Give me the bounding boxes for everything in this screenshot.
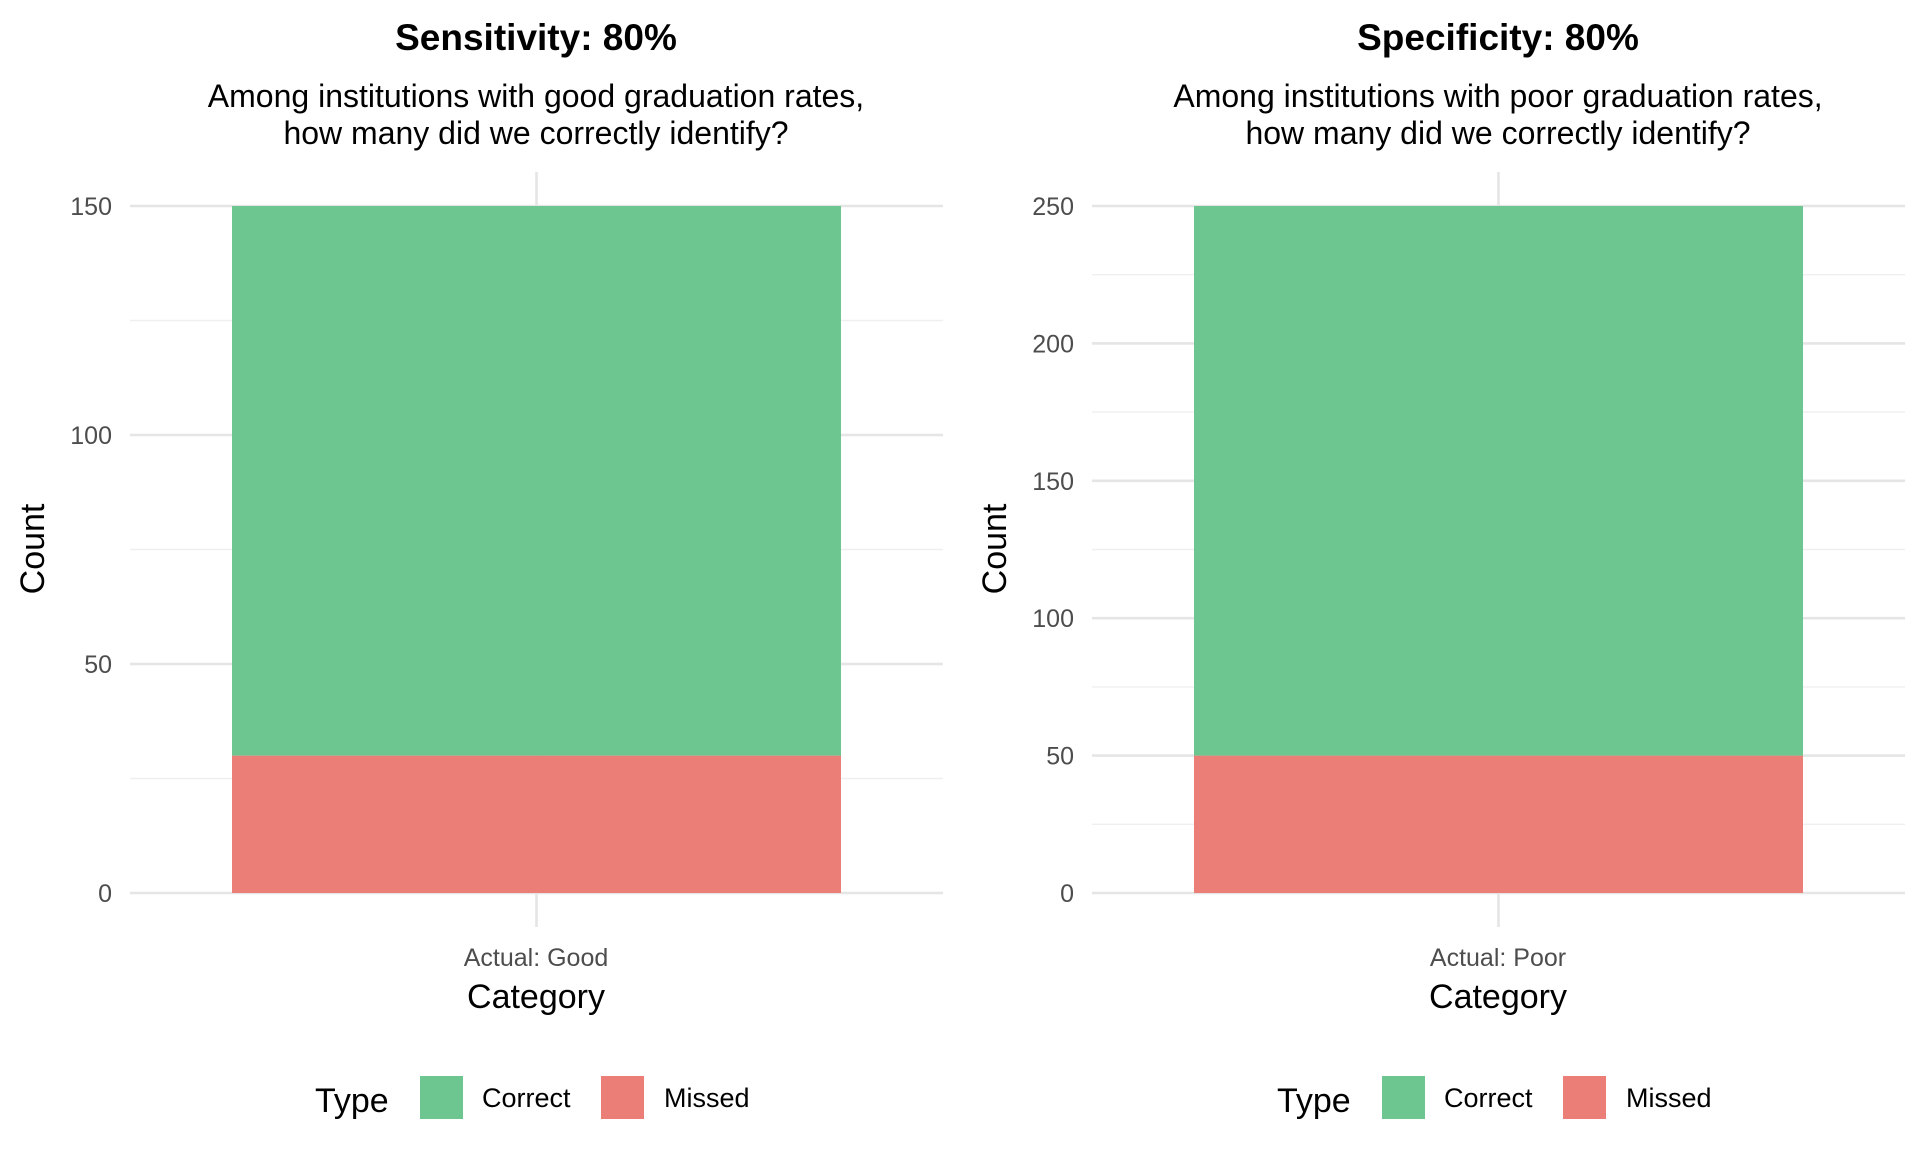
legend-title: Type <box>1277 1082 1351 1120</box>
legend-label-correct: Correct <box>482 1083 571 1113</box>
y-tick-label: 100 <box>1032 605 1074 633</box>
legend-label-missed: Missed <box>1626 1083 1712 1113</box>
panel-subtitle-line-1: Among institutions with good graduation … <box>208 78 864 114</box>
y-axis-title: Count <box>976 503 1014 594</box>
x-tick-label: Actual: Poor <box>1430 944 1566 972</box>
legend-label-correct: Correct <box>1444 1083 1533 1113</box>
panel-title: Specificity: 80% <box>1357 17 1639 58</box>
panel-specificity: Specificity: 80% Among institutions with… <box>976 17 1905 1120</box>
legend: Type Correct Missed <box>315 1076 750 1120</box>
bar-missed <box>232 755 841 893</box>
y-tick-label: 50 <box>1046 743 1074 771</box>
panel-subtitle-line-2: how many did we correctly identify? <box>283 115 788 151</box>
y-tick-labels: 0 50 100 150 200 250 <box>1032 193 1074 908</box>
legend-swatch-correct <box>1382 1076 1425 1119</box>
y-tick-label: 200 <box>1032 330 1074 358</box>
panel-subtitle-line-1: Among institutions with poor graduation … <box>1173 78 1822 114</box>
y-axis-title: Count <box>14 503 52 594</box>
panel-subtitle-line-2: how many did we correctly identify? <box>1245 115 1750 151</box>
x-axis-title: Category <box>1429 978 1567 1016</box>
legend-swatch-correct <box>420 1076 463 1119</box>
y-tick-label: 150 <box>70 193 112 221</box>
y-tick-label: 0 <box>1060 880 1074 908</box>
y-tick-label: 150 <box>1032 468 1074 496</box>
legend-swatch-missed <box>1563 1076 1606 1119</box>
bars <box>232 206 841 893</box>
bars <box>1194 206 1803 893</box>
bar-correct <box>232 206 841 756</box>
y-tick-label: 50 <box>84 651 112 679</box>
x-tick-label: Actual: Good <box>464 944 609 972</box>
legend-swatch-missed <box>601 1076 644 1119</box>
y-tick-label: 0 <box>98 880 112 908</box>
bar-correct <box>1194 206 1803 756</box>
panel-title: Sensitivity: 80% <box>395 17 677 58</box>
panel-sensitivity: Sensitivity: 80% Among institutions with… <box>14 17 943 1120</box>
legend-title: Type <box>315 1082 389 1120</box>
legend-label-missed: Missed <box>664 1083 750 1113</box>
bar-missed <box>1194 755 1803 893</box>
y-tick-label: 100 <box>70 422 112 450</box>
y-tick-label: 250 <box>1032 193 1074 221</box>
x-axis-title: Category <box>467 978 605 1016</box>
y-tick-labels: 0 50 100 150 <box>70 193 112 908</box>
legend: Type Correct Missed <box>1277 1076 1712 1120</box>
